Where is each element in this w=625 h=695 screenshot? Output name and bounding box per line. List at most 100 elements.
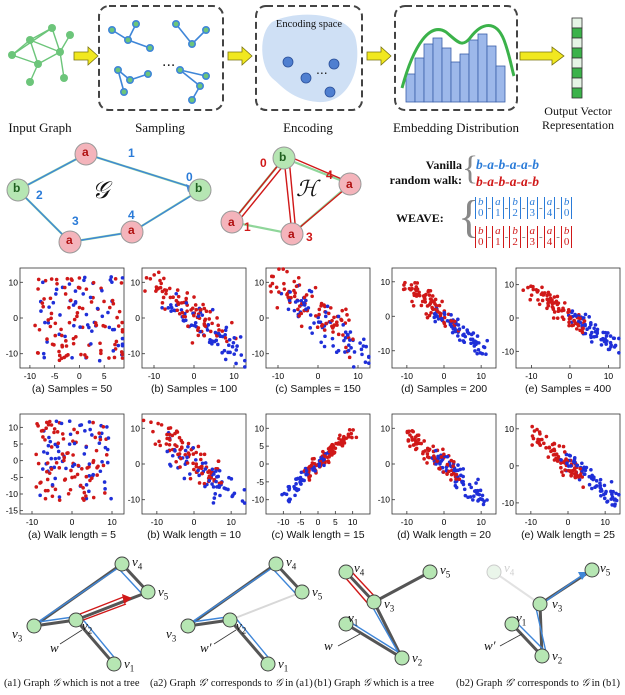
scatter-point	[292, 308, 297, 313]
scatter-point	[299, 482, 303, 486]
sampling-box	[98, 5, 224, 111]
embedding-curve	[400, 24, 516, 89]
scatter-point	[53, 442, 58, 447]
scatter-point	[78, 423, 82, 428]
scatter-point	[572, 460, 577, 465]
scatter-point	[528, 297, 533, 302]
scatter-point	[213, 330, 218, 335]
scatter-point	[592, 326, 596, 331]
scatter-point	[347, 355, 352, 360]
scatter-point	[191, 445, 196, 450]
y-tick-label: -10	[6, 349, 19, 359]
scatter-plot-9: -10 0 10 10 0 -10	[378, 413, 497, 527]
scatter-point	[91, 458, 96, 463]
g-edge-1: 1	[128, 146, 135, 160]
scatter-point	[71, 336, 76, 341]
scatter-point	[164, 442, 169, 446]
scatter-point	[46, 488, 50, 493]
scatter-point	[192, 467, 196, 472]
scatter-point	[87, 474, 92, 478]
tree-label-w: w	[50, 640, 59, 655]
scatter-point	[456, 334, 460, 338]
scatter-point	[425, 461, 429, 465]
scatter-point	[120, 276, 125, 280]
scatter-point	[222, 348, 227, 353]
scatter-point	[534, 287, 539, 292]
scatter-point	[116, 343, 121, 348]
scatter-point	[164, 288, 169, 293]
vanilla-walk-red: b-a-b-a-a-b	[476, 174, 539, 189]
y-tick-label: 5	[13, 439, 18, 449]
scatter-point	[159, 281, 163, 286]
scatter-point	[474, 481, 478, 485]
scatter-point	[97, 431, 101, 435]
tree-label-v5: v5	[600, 560, 611, 578]
scatter-point	[551, 305, 555, 310]
scatter-point	[282, 287, 287, 291]
scatter-point	[69, 468, 73, 473]
scatter-point	[410, 286, 414, 291]
scatter-point	[299, 324, 304, 329]
scatter-point	[604, 489, 608, 494]
scatter-point	[164, 291, 168, 296]
scatter-point	[546, 290, 551, 295]
scatter-point	[424, 292, 428, 297]
scatter-point	[447, 469, 451, 474]
scatter-point	[174, 459, 178, 464]
scatter-point	[49, 316, 53, 321]
scatter-point	[193, 458, 198, 462]
scatter-point	[200, 461, 205, 466]
scatter-point	[210, 307, 215, 312]
g-node-b-right: b	[195, 181, 203, 195]
caption-part: which is not a tree	[59, 678, 140, 689]
scatter-point	[203, 484, 207, 489]
scatter-point	[53, 333, 58, 338]
y-tick-label: -5	[256, 477, 264, 487]
scatter-point	[354, 435, 359, 440]
scatter-point	[582, 472, 587, 477]
scatter-point	[217, 468, 222, 473]
scatter-point	[425, 304, 430, 308]
scatter-point	[537, 438, 541, 443]
x-tick-label: 10	[600, 517, 610, 527]
scatter-plot-8: -10 -5 0 5 10 10 5 0 -5 -10	[252, 413, 371, 527]
encoding-ellipsis: ...	[316, 61, 328, 77]
scatter-point	[97, 441, 102, 445]
scatter-point	[583, 312, 588, 317]
scatter-point	[563, 468, 567, 472]
scatter-point	[105, 447, 110, 452]
scatter-point	[91, 280, 96, 285]
scatter-point	[48, 296, 53, 301]
y-tick-label: 10	[381, 277, 391, 287]
scatter-point	[580, 330, 585, 335]
scatter-point	[330, 336, 335, 341]
scatter-point	[346, 348, 351, 353]
scatter-point	[526, 285, 530, 290]
scatter-point	[347, 343, 351, 347]
scatter-point	[442, 310, 447, 315]
scatter-point	[80, 466, 84, 471]
weave-node: a	[546, 196, 553, 208]
scatter-point	[312, 321, 316, 325]
scatter-point	[194, 464, 199, 469]
tree-panels	[26, 556, 600, 672]
scatter-point	[66, 492, 71, 496]
tree-label-v2: v2	[236, 618, 247, 636]
scatter-point	[577, 477, 582, 482]
scatter-point	[477, 497, 481, 502]
scatter-point	[552, 301, 556, 305]
scatter-point	[171, 295, 175, 300]
x-tick-label: 0	[77, 371, 82, 381]
scatter-point	[67, 442, 72, 446]
g-node-b-left: b	[13, 181, 21, 195]
y-tick-label: -10	[378, 346, 391, 356]
scatter-point	[184, 301, 189, 305]
scatter-point	[299, 311, 304, 316]
scatter-point	[41, 280, 45, 285]
scatter-point	[531, 287, 536, 292]
scatter-point	[411, 303, 416, 308]
caption-part: (a1) Graph	[4, 678, 53, 689]
scatter-caption-6: (a) Walk length = 5	[27, 529, 117, 541]
tree-label-sub: 2	[241, 625, 247, 636]
